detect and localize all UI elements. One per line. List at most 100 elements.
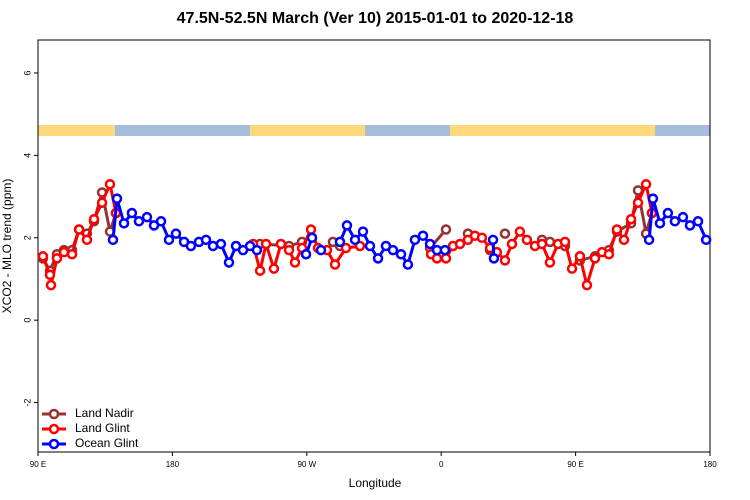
legend-label: Land Glint — [75, 421, 130, 435]
point — [341, 220, 353, 231]
point — [640, 178, 652, 190]
plot-frame — [37, 39, 711, 453]
ocean-band — [115, 125, 250, 136]
land-band — [450, 125, 655, 136]
point — [431, 253, 443, 264]
point — [618, 234, 630, 246]
point — [66, 248, 78, 260]
land-band — [38, 125, 115, 136]
point — [487, 234, 499, 246]
point — [643, 234, 655, 246]
point — [439, 244, 451, 256]
land-band — [250, 125, 365, 136]
point — [315, 244, 327, 256]
point — [104, 178, 116, 190]
point — [440, 224, 452, 235]
point — [170, 228, 182, 239]
point — [476, 232, 488, 244]
point — [536, 238, 548, 250]
point — [662, 207, 674, 219]
x-axis-label: Longitude — [349, 476, 402, 490]
point — [51, 253, 63, 264]
land-ocean-band — [38, 125, 710, 136]
point — [417, 230, 429, 241]
point — [306, 232, 318, 244]
point — [603, 248, 615, 260]
point — [58, 246, 70, 258]
point — [372, 253, 384, 264]
point — [700, 234, 712, 246]
point — [141, 211, 153, 223]
point — [305, 224, 317, 235]
point — [118, 218, 130, 229]
series — [107, 193, 712, 270]
y-axis-label: XCO2 - MLO trend (ppm) — [0, 179, 14, 314]
point — [329, 259, 341, 270]
y-tick-label: 4 — [22, 153, 32, 158]
point — [300, 248, 312, 260]
x-tick-label: 90 E — [30, 460, 46, 469]
point — [357, 226, 369, 237]
y-tick-label: -2 — [22, 399, 32, 407]
legend-marker — [48, 408, 60, 420]
point — [677, 211, 689, 223]
point — [364, 240, 376, 252]
point — [409, 234, 421, 246]
y-tick-label: 2 — [22, 235, 32, 240]
point — [488, 253, 500, 264]
point — [632, 197, 644, 208]
point — [387, 244, 399, 256]
point — [611, 224, 623, 235]
point — [514, 226, 526, 237]
point — [163, 234, 175, 246]
point — [96, 197, 108, 208]
point — [275, 238, 287, 250]
ocean-band — [655, 125, 710, 136]
point — [289, 257, 301, 268]
point — [283, 244, 295, 256]
point — [574, 251, 586, 262]
point — [440, 253, 452, 264]
point — [499, 255, 511, 266]
point — [559, 236, 571, 248]
legend-label: Land Nadir — [75, 406, 134, 420]
x-tick-label: 180 — [703, 460, 717, 469]
point — [654, 218, 666, 229]
y-tick-label: 0 — [22, 318, 32, 323]
point — [268, 263, 280, 274]
point — [126, 207, 138, 219]
point — [544, 257, 556, 268]
point — [44, 269, 56, 281]
point — [215, 238, 227, 250]
y-tick-label: 6 — [22, 70, 32, 75]
point — [499, 228, 511, 239]
x-tick-label: 0 — [439, 460, 444, 469]
point — [223, 257, 235, 268]
point — [589, 253, 601, 264]
x-tick-label: 90 W — [297, 460, 316, 469]
point — [424, 238, 436, 250]
point — [506, 238, 518, 250]
x-tick-label: 180 — [166, 460, 180, 469]
point — [254, 265, 266, 276]
point — [88, 213, 100, 225]
point — [73, 224, 85, 235]
point — [349, 234, 361, 246]
point — [692, 216, 704, 227]
point — [521, 234, 533, 246]
point — [402, 259, 414, 270]
point — [647, 193, 659, 204]
point — [107, 234, 119, 246]
point — [334, 236, 346, 248]
point — [566, 263, 578, 274]
legend-label: Ocean Glint — [75, 436, 139, 450]
point — [251, 244, 263, 256]
point — [395, 248, 407, 260]
point — [340, 242, 352, 254]
point — [581, 279, 593, 291]
legend-marker — [48, 423, 60, 435]
point — [260, 238, 272, 250]
ocean-band — [365, 125, 450, 136]
